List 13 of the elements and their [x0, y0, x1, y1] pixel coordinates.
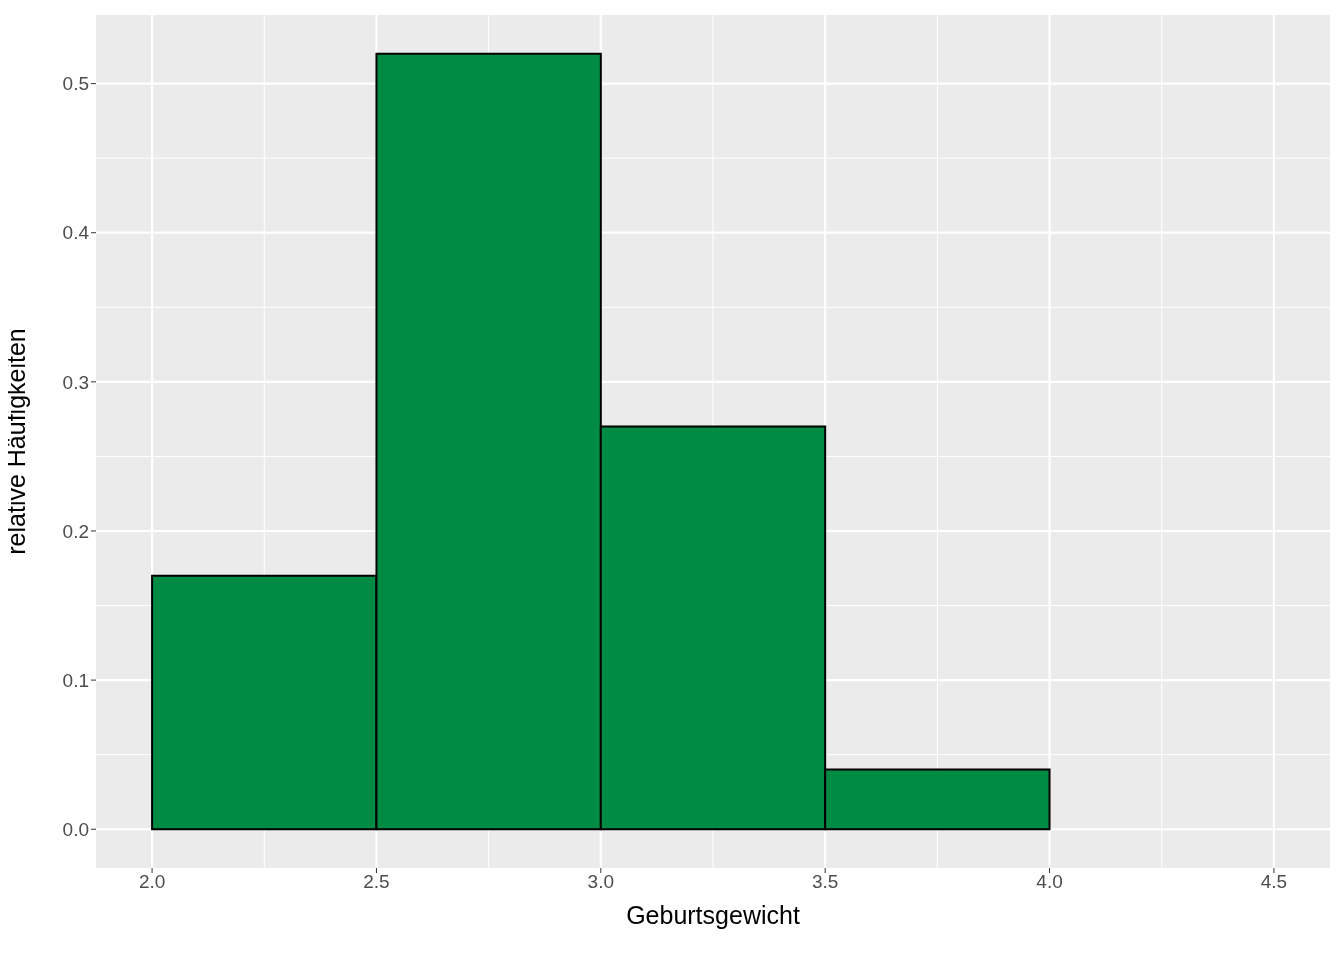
x-tick-label: 4.0: [1036, 871, 1063, 893]
y-tick-label: 0.4: [62, 222, 90, 244]
y-tick-label: 0.0: [62, 818, 89, 840]
x-tick-label: 2.5: [363, 871, 390, 893]
x-axis-title: Geburtsgewicht: [626, 901, 800, 929]
x-tick-label: 4.5: [1260, 871, 1288, 893]
y-tick-label: 0.1: [62, 669, 89, 691]
x-tick-label: 3.0: [587, 871, 615, 893]
y-tick-label: 0.3: [62, 371, 89, 393]
x-tick-label: 3.5: [811, 871, 839, 893]
y-tick-label: 0.2: [62, 520, 89, 542]
x-tick-label: 2.0: [138, 871, 166, 893]
y-tick-label: 0.5: [62, 73, 89, 95]
